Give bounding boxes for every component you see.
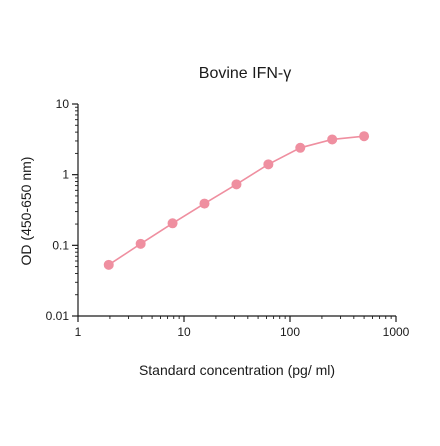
series-layer: [103, 131, 370, 270]
data-point: [359, 131, 370, 142]
y-tick-label: 1: [62, 168, 69, 182]
x-axis-label: Standard concentration (pg/ ml): [139, 362, 335, 378]
axes: 1 10 100 1000 10 1 0.1 0.01: [46, 97, 410, 339]
data-point: [167, 218, 178, 229]
y-tick-label: 10: [56, 97, 70, 111]
y-tick-label: 0.1: [52, 238, 69, 252]
x-tick-label: 1000: [383, 325, 410, 339]
y-tick-label: 0.01: [46, 309, 70, 323]
data-point: [231, 179, 242, 190]
chart-title: Bovine IFN-γ: [199, 65, 291, 82]
data-point: [103, 259, 114, 270]
x-tick-label: 100: [280, 325, 300, 339]
data-point: [295, 142, 306, 153]
y-axis-label: OD (450-650 nm): [18, 157, 34, 266]
x-tick-label: 10: [177, 325, 191, 339]
x-tick-label: 1: [75, 325, 82, 339]
data-point: [199, 198, 210, 209]
data-point: [263, 159, 274, 170]
series-line: [108, 135, 365, 266]
data-point: [327, 134, 338, 145]
data-point: [135, 238, 146, 249]
